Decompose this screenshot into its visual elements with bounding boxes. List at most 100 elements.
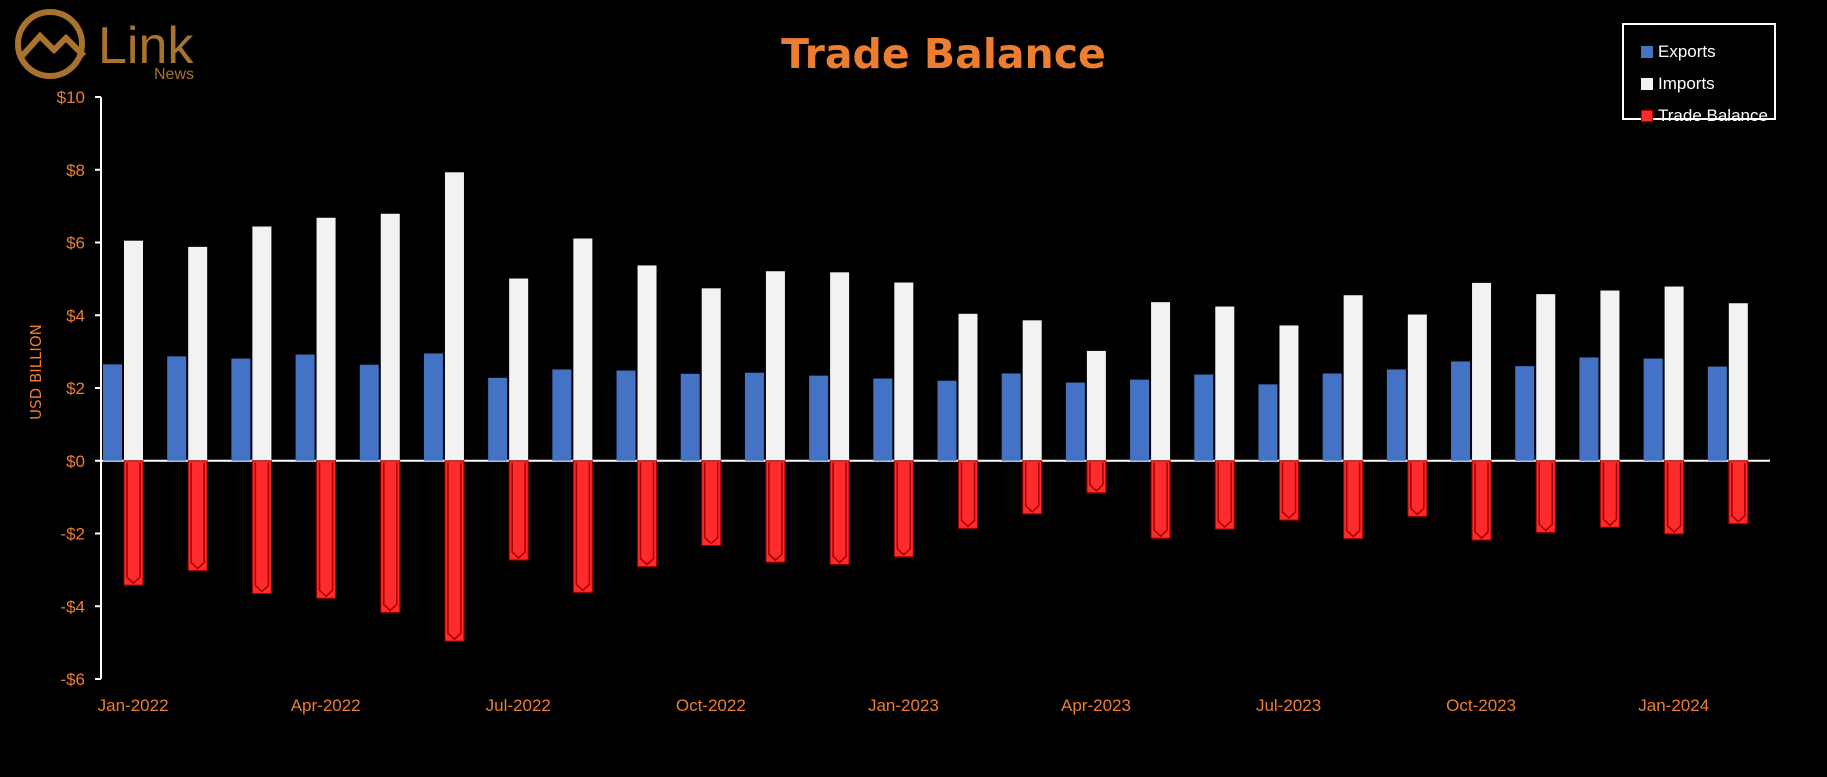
imports-bar bbox=[573, 238, 593, 461]
trade-balance-bar-bevel bbox=[896, 462, 912, 556]
exports-bar bbox=[488, 377, 508, 461]
y-tick-label: $4 bbox=[66, 306, 85, 325]
trade-balance-bar bbox=[316, 460, 337, 599]
x-tick-label: Jan-2024 bbox=[1638, 696, 1709, 715]
imports-bar bbox=[637, 265, 657, 461]
y-tick-label: -$2 bbox=[60, 525, 85, 544]
trade-balance-bar bbox=[637, 460, 658, 568]
imports-bar bbox=[1600, 290, 1620, 461]
trade-balance-bar-bevel bbox=[190, 462, 205, 570]
imports-bar bbox=[1151, 302, 1171, 461]
chart-title: Trade Balance bbox=[781, 30, 1106, 78]
trade-balance-bar bbox=[829, 460, 850, 565]
logo-text: Link bbox=[98, 17, 194, 75]
y-tick-label: $6 bbox=[66, 234, 85, 253]
exports-bar bbox=[1579, 357, 1599, 461]
trade-balance-bar-bevel bbox=[960, 462, 976, 528]
exports-bar bbox=[359, 364, 379, 461]
trade-balance-bar-bevel bbox=[318, 462, 334, 598]
y-tick-label: -$4 bbox=[60, 597, 85, 616]
y-axis-label: USD BILLION bbox=[27, 324, 45, 420]
x-tick-label: Jul-2023 bbox=[1256, 696, 1321, 715]
trade-balance-bar bbox=[958, 460, 978, 529]
imports-bar bbox=[830, 272, 850, 461]
trade-balance-bar bbox=[893, 460, 914, 558]
trade-balance-bar bbox=[701, 460, 722, 547]
exports-bar bbox=[295, 354, 315, 461]
y-tick-label: $8 bbox=[66, 161, 85, 180]
trade-balance-bar-bevel bbox=[1731, 462, 1746, 523]
x-tick-label: Oct-2022 bbox=[676, 696, 746, 715]
exports-bar bbox=[616, 370, 636, 461]
imports-swatch-icon bbox=[1641, 78, 1653, 90]
imports-bar bbox=[124, 240, 143, 461]
trade-balance-bar-bevel bbox=[1089, 462, 1104, 492]
logo-mark-icon bbox=[15, 9, 87, 79]
exports-bar bbox=[1258, 384, 1278, 461]
x-tick-label: Jan-2022 bbox=[98, 696, 169, 715]
exports-bar bbox=[809, 375, 829, 461]
trade-balance-bar-bevel bbox=[1602, 462, 1618, 527]
exports-bar bbox=[744, 372, 764, 461]
trade-balance-bar-bevel bbox=[511, 462, 526, 560]
imports-bar bbox=[509, 278, 529, 461]
exports-bar bbox=[167, 356, 187, 461]
trade-balance-bar-bevel bbox=[1474, 462, 1489, 540]
exports-bar bbox=[1386, 369, 1406, 461]
imports-bar bbox=[894, 282, 914, 461]
imports-bar bbox=[1664, 286, 1684, 461]
trade-balance-bar-bevel bbox=[1217, 462, 1233, 529]
trade-balance-bar-bevel bbox=[832, 462, 847, 564]
trade-balance-bar bbox=[444, 460, 465, 642]
balance-swatch-icon bbox=[1641, 110, 1653, 122]
imports-bar bbox=[1472, 282, 1492, 461]
trade-balance-bar-bevel bbox=[447, 462, 462, 641]
imports-bar bbox=[380, 213, 400, 461]
exports-bar bbox=[1451, 361, 1471, 461]
trade-balance-bar-bevel bbox=[1410, 462, 1425, 516]
trade-balance-bar bbox=[1278, 460, 1299, 521]
legend: Exports Imports Trade Balance bbox=[1622, 23, 1776, 125]
trade-balance-bar bbox=[1343, 460, 1364, 540]
imports-bar bbox=[701, 288, 721, 461]
legend-item-exports: Exports bbox=[1641, 41, 1716, 63]
imports-bar bbox=[188, 246, 208, 461]
imports-bar bbox=[765, 271, 785, 461]
trade-balance-bar-bevel bbox=[126, 462, 141, 585]
trade-balance-bar bbox=[123, 460, 144, 586]
trade-balance-bar-bevel bbox=[768, 462, 783, 562]
trade-balance-bar bbox=[1599, 460, 1620, 528]
exports-bar bbox=[937, 380, 957, 461]
y-tick-label: $0 bbox=[66, 452, 85, 471]
trade-balance-bar-bevel bbox=[1153, 462, 1168, 538]
imports-bar bbox=[444, 172, 464, 461]
legend-label: Exports bbox=[1658, 42, 1716, 61]
trade-balance-bar bbox=[1728, 460, 1749, 525]
imports-bar bbox=[1215, 306, 1235, 461]
exports-bar bbox=[1001, 373, 1021, 461]
trade-balance-bar bbox=[187, 460, 208, 572]
trade-balance-bar-bevel bbox=[383, 462, 398, 612]
trade-balance-bar bbox=[1214, 460, 1235, 530]
legend-item-trade-balance: Trade Balance bbox=[1641, 105, 1768, 127]
trade-balance-bar bbox=[380, 460, 401, 613]
exports-bar bbox=[1707, 366, 1727, 461]
x-tick-label: Jan-2023 bbox=[868, 696, 939, 715]
exports-bar bbox=[1322, 373, 1342, 461]
axes bbox=[95, 96, 1770, 680]
trade-balance-bar-bevel bbox=[703, 462, 719, 545]
imports-bar bbox=[1536, 294, 1556, 461]
trade-balance-bar-bevel bbox=[1281, 462, 1297, 520]
trade-balance-bar-bevel bbox=[1024, 462, 1040, 513]
exports-bar bbox=[1643, 358, 1663, 461]
y-tick-label: $2 bbox=[66, 379, 85, 398]
trade-balance-bar bbox=[508, 460, 529, 561]
y-tick-labels: -$6 -$4 -$2 $0 $2 $4 $6 $8 $10 bbox=[57, 88, 85, 689]
exports-bar bbox=[231, 358, 251, 461]
trade-balance-bar bbox=[1471, 460, 1492, 541]
trade-balance-bar bbox=[572, 460, 593, 593]
x-tick-label: Apr-2022 bbox=[291, 696, 361, 715]
imports-bar bbox=[1086, 350, 1106, 461]
x-tick-label: Apr-2023 bbox=[1061, 696, 1131, 715]
